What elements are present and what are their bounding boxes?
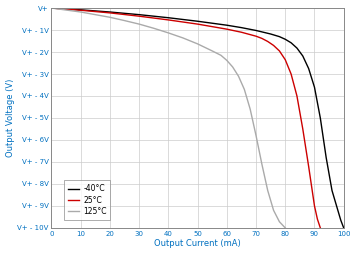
125°C [181, 36, 185, 39]
125°C [219, 54, 223, 57]
-40°C [336, 209, 340, 212]
-40°C [137, 13, 141, 16]
25°C [166, 18, 171, 21]
125°C [225, 59, 229, 62]
25°C [315, 218, 320, 221]
-40°C [277, 35, 282, 38]
125°C [248, 108, 252, 111]
-40°C [268, 33, 273, 36]
25°C [254, 35, 258, 38]
-40°C [301, 54, 305, 57]
-40°C [324, 156, 328, 159]
25°C [283, 58, 287, 61]
25°C [260, 37, 264, 40]
125°C [108, 16, 112, 19]
-40°C [239, 26, 244, 29]
25°C [137, 15, 141, 18]
125°C [260, 163, 264, 166]
125°C [277, 220, 282, 223]
-40°C [330, 189, 334, 192]
Y-axis label: Output Voltage (V): Output Voltage (V) [6, 79, 15, 157]
-40°C [312, 86, 316, 89]
-40°C [79, 8, 83, 11]
25°C [289, 72, 293, 75]
25°C [277, 49, 282, 52]
-40°C [254, 29, 258, 32]
25°C [295, 94, 299, 98]
-40°C [318, 116, 323, 119]
-40°C [289, 41, 293, 44]
-40°C [283, 38, 287, 41]
125°C [152, 27, 156, 30]
25°C [195, 23, 200, 26]
Line: 25°C: 25°C [52, 8, 320, 228]
125°C [195, 42, 200, 45]
125°C [210, 49, 214, 52]
25°C [271, 44, 276, 47]
-40°C [339, 219, 343, 222]
-40°C [49, 7, 54, 10]
Line: -40°C: -40°C [52, 8, 344, 228]
125°C [242, 88, 246, 91]
-40°C [341, 226, 346, 229]
-40°C [166, 16, 171, 19]
125°C [79, 10, 83, 13]
Line: 125°C: 125°C [52, 8, 285, 228]
125°C [49, 7, 54, 10]
25°C [79, 9, 83, 12]
25°C [239, 31, 244, 34]
125°C [266, 189, 270, 192]
125°C [122, 19, 127, 22]
125°C [271, 209, 276, 212]
25°C [49, 7, 54, 10]
125°C [231, 66, 235, 69]
25°C [266, 40, 270, 43]
125°C [137, 23, 141, 26]
-40°C [295, 46, 299, 50]
-40°C [195, 20, 200, 23]
25°C [301, 128, 305, 131]
125°C [236, 75, 241, 78]
X-axis label: Output Current (mA): Output Current (mA) [154, 240, 241, 248]
25°C [318, 226, 323, 229]
125°C [166, 31, 171, 35]
25°C [312, 204, 316, 208]
25°C [307, 165, 311, 168]
25°C [108, 11, 112, 14]
25°C [225, 28, 229, 31]
-40°C [108, 10, 112, 13]
Legend: -40°C, 25°C, 125°C: -40°C, 25°C, 125°C [64, 180, 110, 220]
125°C [254, 134, 258, 137]
-40°C [225, 24, 229, 27]
125°C [283, 226, 287, 229]
-40°C [307, 67, 311, 70]
